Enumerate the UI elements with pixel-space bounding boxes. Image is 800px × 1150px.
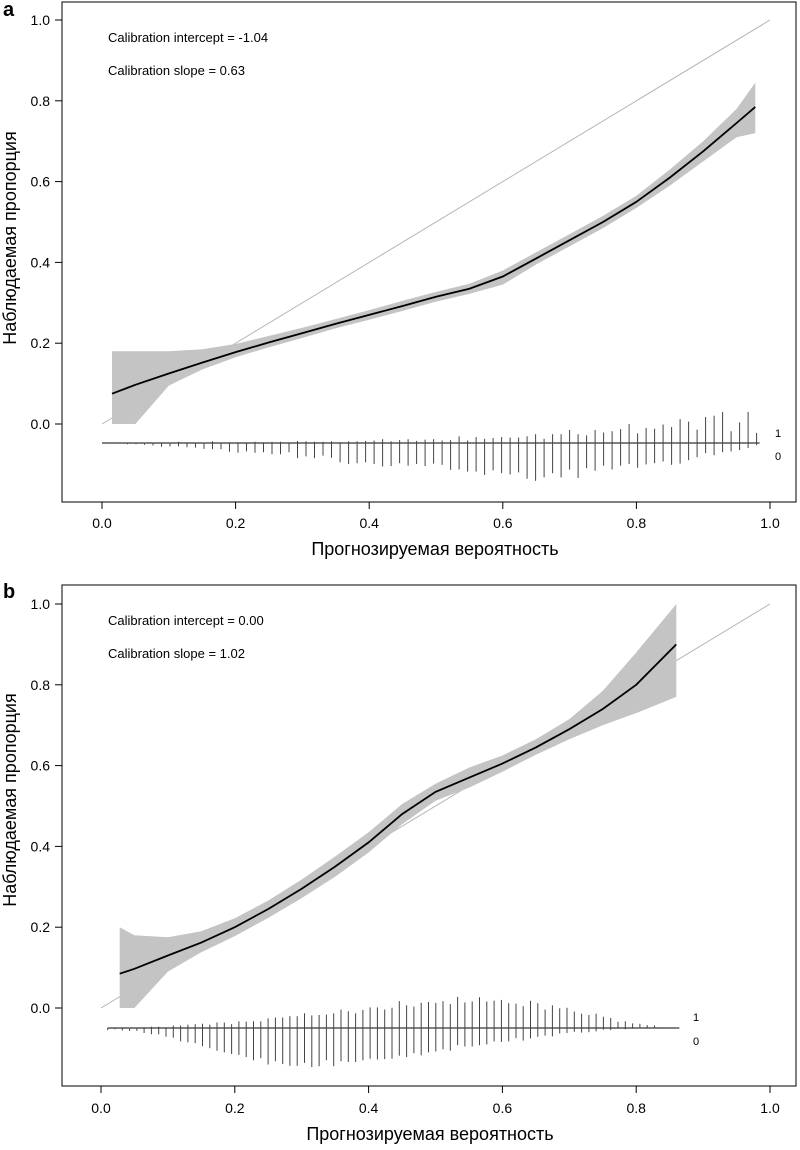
confidence-band-a xyxy=(112,82,756,424)
plot-frame-b xyxy=(61,584,797,1087)
plot-area-b: 0.0 0.2 0.4 0.6 0.8 1.0 0.0 0.2 0.4 0.6 0.8 1.0 xyxy=(31,596,780,1116)
x-tick-label-b: 0.0 xyxy=(91,1100,111,1116)
y-axis-title-a: Наблюдаемая пропорция xyxy=(0,131,20,344)
y-tick-label-b: 0.8 xyxy=(31,677,51,693)
x-tick-label-a: 0.6 xyxy=(493,515,513,531)
panel-b: b 0.0 0.2 0.4 0.6 0.8 1.0 0.0 0.2 0.4 0.6 0.8 1.0 C… xyxy=(0,581,797,1144)
x-tick-label-b: 0.4 xyxy=(359,1100,379,1116)
rug-label-1-a: 1 xyxy=(775,428,781,440)
y-tick-label-a: 0.2 xyxy=(31,335,51,351)
y-tick-label-b: 0.4 xyxy=(31,838,51,854)
y-tick-label-b: 0.0 xyxy=(31,1000,51,1016)
y-tick-label-b: 0.2 xyxy=(31,919,51,935)
y-tick-label-a: 1.0 xyxy=(31,12,51,28)
x-tick-label-b: 0.8 xyxy=(626,1100,646,1116)
panel-letter-b: b xyxy=(3,581,15,603)
panel-letter-a: a xyxy=(3,0,15,21)
y-tick-label-b: 0.6 xyxy=(31,758,51,774)
confidence-band-b xyxy=(119,604,677,1008)
plot-area-a: 0.0 0.2 0.4 0.6 0.8 1.0 0.0 0.2 0.4 0.6 0.8 1.0 xyxy=(31,12,780,531)
calibration-intercept-a: Calibration intercept = -1.04 xyxy=(108,30,268,45)
x-tick-label-a: 1.0 xyxy=(760,515,780,531)
x-axis-title-b: Прогнозируемая вероятность xyxy=(306,1124,553,1144)
calibration-curve-a xyxy=(111,106,756,395)
x-tick-label-a: 0.2 xyxy=(226,515,246,531)
plot-frame-a xyxy=(61,1,797,503)
x-tick-label-a: 0.8 xyxy=(627,515,647,531)
x-tick-label-b: 1.0 xyxy=(760,1100,780,1116)
y-tick-label-a: 0.4 xyxy=(31,254,51,270)
calibration-slope-a: Calibration slope = 0.63 xyxy=(108,63,245,78)
x-tick-label-b: 0.2 xyxy=(225,1100,245,1116)
y-tick-label-a: 0.8 xyxy=(31,93,51,109)
panel-a: a 0.0 0.2 0.4 0.6 0.8 1.0 0.0 0.2 0.4 0.6 0.8 1.0 C… xyxy=(0,0,797,559)
calibration-slope-b: Calibration slope = 1.02 xyxy=(108,646,245,661)
calibration-curve-b xyxy=(119,643,677,975)
rug-label-0-a: 0 xyxy=(775,451,781,463)
y-tick-label-b: 1.0 xyxy=(31,596,51,612)
y-tick-label-a: 0.0 xyxy=(31,416,51,432)
x-axis-title-a: Прогнозируемая вероятность xyxy=(311,539,558,559)
rug-label-1-b: 1 xyxy=(693,1012,699,1024)
x-tick-label-b: 0.6 xyxy=(493,1100,513,1116)
x-tick-label-a: 0.0 xyxy=(92,515,112,531)
y-axis-title-b: Наблюдаемая пропорция xyxy=(0,693,20,906)
y-tick-label-a: 0.6 xyxy=(31,174,51,190)
x-tick-label-a: 0.4 xyxy=(359,515,379,531)
rug-label-0-b: 0 xyxy=(693,1036,699,1048)
calibration-intercept-b: Calibration intercept = 0.00 xyxy=(108,613,264,628)
